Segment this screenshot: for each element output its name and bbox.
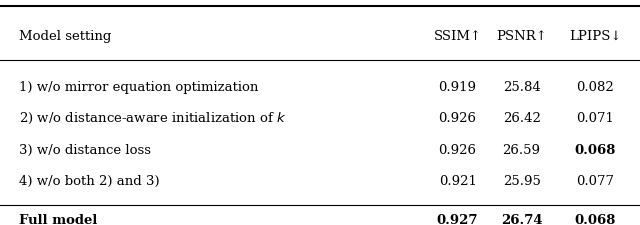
Text: 26.59: 26.59 <box>502 143 541 156</box>
Text: 0.082: 0.082 <box>577 80 614 93</box>
Text: 3) w/o distance loss: 3) w/o distance loss <box>19 143 151 156</box>
Text: 0.071: 0.071 <box>576 112 614 125</box>
Text: 0.926: 0.926 <box>438 143 477 156</box>
Text: Full model: Full model <box>19 213 97 225</box>
Text: 0.077: 0.077 <box>576 175 614 188</box>
Text: PSNR↑: PSNR↑ <box>496 29 547 43</box>
Text: SSIM↑: SSIM↑ <box>433 29 482 43</box>
Text: 1) w/o mirror equation optimization: 1) w/o mirror equation optimization <box>19 80 259 93</box>
Text: 26.42: 26.42 <box>502 112 541 125</box>
Text: 4) w/o both 2) and 3): 4) w/o both 2) and 3) <box>19 175 160 188</box>
Text: Model setting: Model setting <box>19 29 111 43</box>
Text: 25.84: 25.84 <box>503 80 540 93</box>
Text: 2) w/o distance-aware initialization of $k$: 2) w/o distance-aware initialization of … <box>19 111 287 126</box>
Text: 0.068: 0.068 <box>575 143 616 156</box>
Text: 0.927: 0.927 <box>437 213 478 225</box>
Text: 0.921: 0.921 <box>438 175 477 188</box>
Text: 0.068: 0.068 <box>575 213 616 225</box>
Text: 0.926: 0.926 <box>438 112 477 125</box>
Text: 26.74: 26.74 <box>500 213 543 225</box>
Text: LPIPS↓: LPIPS↓ <box>569 29 621 43</box>
Text: 0.919: 0.919 <box>438 80 477 93</box>
Text: 25.95: 25.95 <box>502 175 541 188</box>
